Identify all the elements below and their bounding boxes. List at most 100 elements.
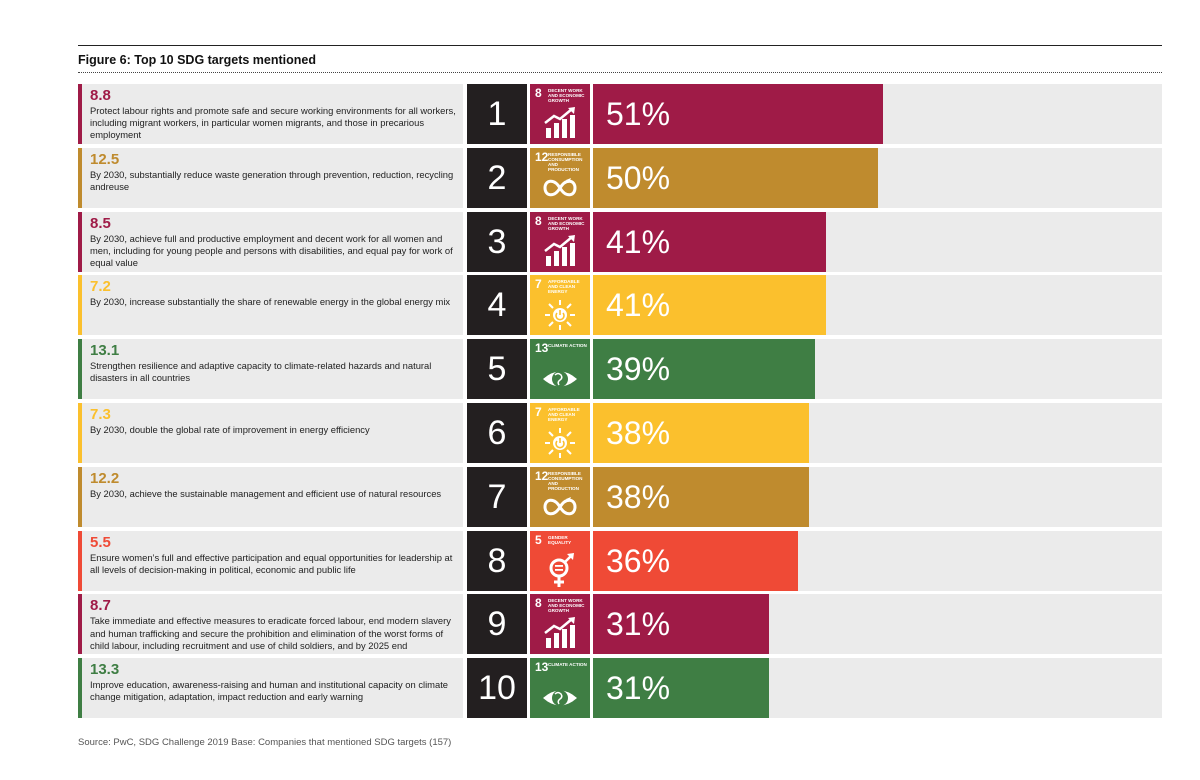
value-bar: 38%: [593, 466, 810, 527]
value-bar: 41%: [593, 275, 827, 336]
growth-chart-icon: [544, 617, 575, 649]
chart-row: 8.7 Take immediate and effective measures…: [78, 594, 1162, 655]
goal-accent-strip: [78, 403, 82, 463]
sdg-goal-tile: 13 Climate action: [530, 658, 590, 719]
value-label: 38%: [606, 478, 671, 515]
target-description-cell: 12.2 By 2030, achieve the sustainable man…: [78, 466, 463, 527]
value-label: 41%: [606, 223, 671, 260]
value-bar: 39%: [593, 339, 815, 400]
value-bar: 31%: [593, 658, 770, 719]
sdg-goal-number: 12: [535, 149, 549, 164]
target-description-cell: 12.5 By 2030, substantially reduce waste …: [78, 147, 463, 208]
target-code: 13.3: [90, 661, 120, 679]
value-label: 31%: [606, 670, 671, 707]
sdg-goal-name: Affordable and clean energy: [548, 279, 580, 295]
target-code: 8.5: [90, 214, 111, 232]
sdg-goal-number: 7: [535, 405, 542, 419]
sdg-goal-name: Responsible consumption and production: [548, 151, 583, 172]
sdg-goal-tile: 8 Decent work and economic growth: [530, 594, 590, 655]
bar-track: 50%: [593, 147, 1162, 208]
value-bar: 51%: [593, 84, 884, 144]
sdg-goal-name: Decent work and economic growth: [548, 88, 585, 103]
rank-number: 10: [467, 658, 527, 719]
target-description: Strengthen resilience and adaptive capac…: [90, 360, 432, 384]
sdg-goal-name: Climate action: [548, 343, 587, 349]
value-label: 38%: [606, 415, 671, 451]
sdg-goal-number: 13: [535, 660, 549, 675]
target-code: 12.2: [90, 469, 120, 487]
bar-track: 41%: [593, 275, 1162, 336]
sdg-goal-name: Decent work and economic growth: [548, 598, 585, 614]
target-code: 12.5: [90, 150, 120, 168]
target-description: Take immediate and effective measures to…: [90, 615, 451, 651]
target-description: Ensure women’s full and effective partic…: [90, 551, 453, 575]
sdg-goal-name: Responsible consumption and production: [548, 470, 583, 491]
value-label: 31%: [606, 606, 671, 643]
gender-symbol-icon: [549, 552, 574, 587]
bar-track: 31%: [593, 658, 1162, 719]
target-description-cell: 7.3 By 2030, double the global rate of im…: [78, 403, 463, 463]
value-bar: 31%: [593, 594, 770, 655]
target-description-cell: 8.7 Take immediate and effective measures…: [78, 594, 463, 655]
target-description-cell: 8.5 By 2030, achieve full and productive …: [78, 211, 463, 272]
goal-accent-strip: [78, 339, 82, 400]
chart-row: 13.3 Improve education, awareness-raising…: [78, 658, 1162, 719]
value-bar: 50%: [593, 147, 878, 208]
target-description: By 2030, increase substantially the shar…: [90, 296, 451, 308]
goal-accent-strip: [78, 147, 82, 208]
goal-accent-strip: [78, 84, 82, 144]
sdg-goal-number: 13: [535, 341, 549, 356]
bar-track: 38%: [593, 403, 1162, 463]
target-description: By 2030, double the global rate of impro…: [90, 424, 370, 435]
value-label: 50%: [606, 159, 671, 196]
goal-accent-strip: [78, 658, 82, 719]
infinity-loop-icon: [543, 496, 577, 516]
target-code: 5.5: [90, 533, 111, 551]
bar-track: 38%: [593, 466, 1162, 527]
sdg-goal-tile: 12 Responsible consumption and production: [530, 147, 590, 208]
sdg-goal-tile: 13 Climate action: [530, 339, 590, 400]
value-label: 36%: [606, 542, 671, 579]
sdg-goal-tile: 8 Decent work and economic growth: [530, 211, 590, 272]
value-bar: 41%: [593, 211, 827, 272]
earth-eye-icon: [543, 371, 577, 388]
top-rule: [78, 45, 1162, 46]
chart-row: 7.2 By 2030, increase substantially the s…: [78, 275, 1162, 336]
source-note: Source: PwC, SDG Challenge 2019 Base: Co…: [78, 737, 452, 748]
sdg-goal-number: 8: [535, 213, 542, 228]
target-description: By 2030, achieve the sustainable managem…: [90, 487, 442, 499]
target-code: 8.8: [90, 87, 111, 104]
goal-accent-strip: [78, 275, 82, 336]
sdg-goal-tile: 8 Decent work and economic growth: [530, 84, 590, 144]
bar-track: 39%: [593, 339, 1162, 400]
target-description: By 2030, achieve full and productive emp…: [90, 232, 453, 268]
value-label: 51%: [606, 96, 671, 132]
dotted-divider: [78, 72, 1162, 73]
chart-row: 12.5 By 2030, substantially reduce waste …: [78, 147, 1162, 208]
sdg-goal-tile: 12 Responsible consumption and production: [530, 466, 590, 527]
rank-number: 2: [467, 147, 527, 208]
sdg-goal-number: 8: [535, 86, 542, 100]
sun-power-icon: [545, 300, 575, 331]
bar-track: 31%: [593, 594, 1162, 655]
target-description: Improve education, awareness-raising and…: [90, 679, 449, 703]
target-code: 13.1: [90, 342, 120, 360]
value-label: 39%: [606, 351, 671, 388]
value-bar: 38%: [593, 403, 810, 463]
target-description-cell: 7.2 By 2030, increase substantially the s…: [78, 275, 463, 336]
sdg-goal-name: Decent work and economic growth: [548, 215, 585, 231]
bar-track: 41%: [593, 211, 1162, 272]
sdg-goal-number: 5: [535, 532, 542, 547]
target-code: 7.3: [90, 406, 111, 423]
bar-track: 36%: [593, 530, 1162, 591]
rank-number: 7: [467, 466, 527, 527]
sdg-goal-name: Climate action: [548, 662, 587, 668]
chart-row: 13.1 Strengthen resilience and adaptive c…: [78, 339, 1162, 400]
chart-row: 8.5 By 2030, achieve full and productive …: [78, 211, 1162, 272]
target-description-cell: 5.5 Ensure women’s full and effective par…: [78, 530, 463, 591]
figure-title: Figure 6: Top 10 SDG targets mentioned: [78, 53, 316, 67]
sdg-goal-number: 7: [535, 277, 542, 292]
sdg-goal-number: 8: [535, 596, 542, 611]
target-code: 7.2: [90, 278, 111, 296]
